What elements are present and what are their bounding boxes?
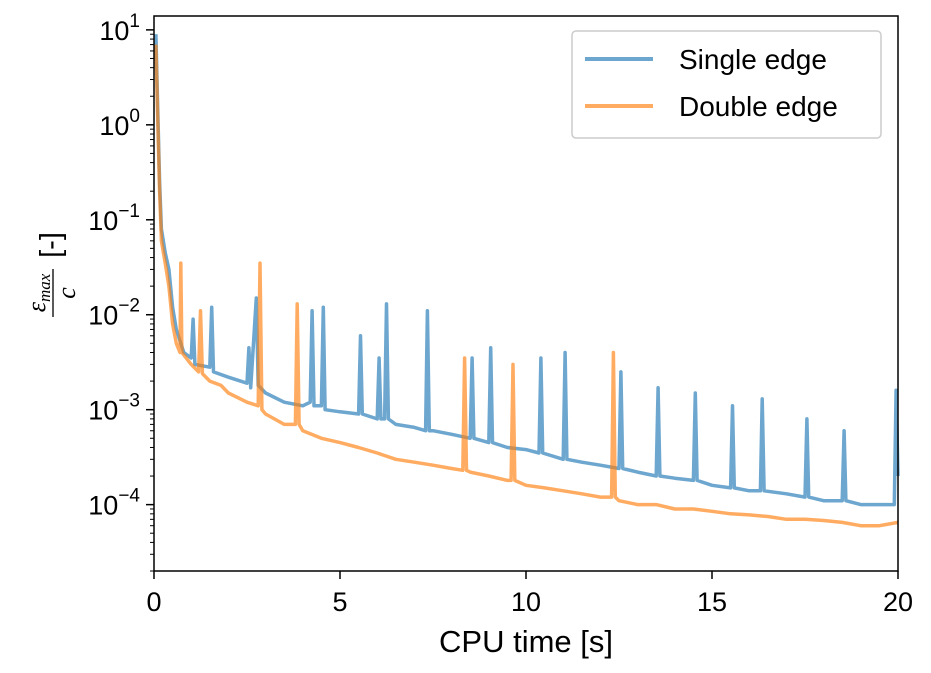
y-tick-label: 101 — [99, 11, 140, 46]
x-tick-label: 5 — [332, 587, 347, 617]
x-axis-title: CPU time [s] — [439, 624, 613, 659]
y-axis-title-denominator: c — [52, 287, 81, 299]
series-layer — [154, 34, 900, 528]
y-axis-title: εmax c [-] — [22, 232, 81, 317]
x-tick-label: 20 — [883, 587, 913, 617]
series-line-double-edge — [154, 44, 899, 528]
x-tick-label: 15 — [697, 587, 727, 617]
y-tick-label: 100 — [99, 106, 140, 141]
y-axis-title-numerator: εmax — [22, 273, 54, 312]
y-axis: 101 100 10−1 10−2 10−3 10−4 — [88, 11, 154, 572]
series-line-single-edge — [154, 34, 900, 507]
x-axis: 0 5 10 15 20 — [146, 571, 913, 617]
legend-label-single-edge: Single edge — [679, 44, 827, 75]
legend-label-double-edge: Double edge — [679, 91, 838, 122]
x-tick-label: 10 — [511, 587, 541, 617]
y-tick-label: 10−1 — [88, 201, 140, 236]
y-tick-label: 10−4 — [88, 486, 140, 521]
y-tick-label: 10−3 — [88, 391, 140, 426]
legend: Single edge Double edge — [571, 30, 882, 139]
x-tick-label: 0 — [146, 587, 161, 617]
y-tick-label: 10−2 — [88, 296, 140, 331]
y-axis-title-unit: [-] — [35, 232, 67, 258]
